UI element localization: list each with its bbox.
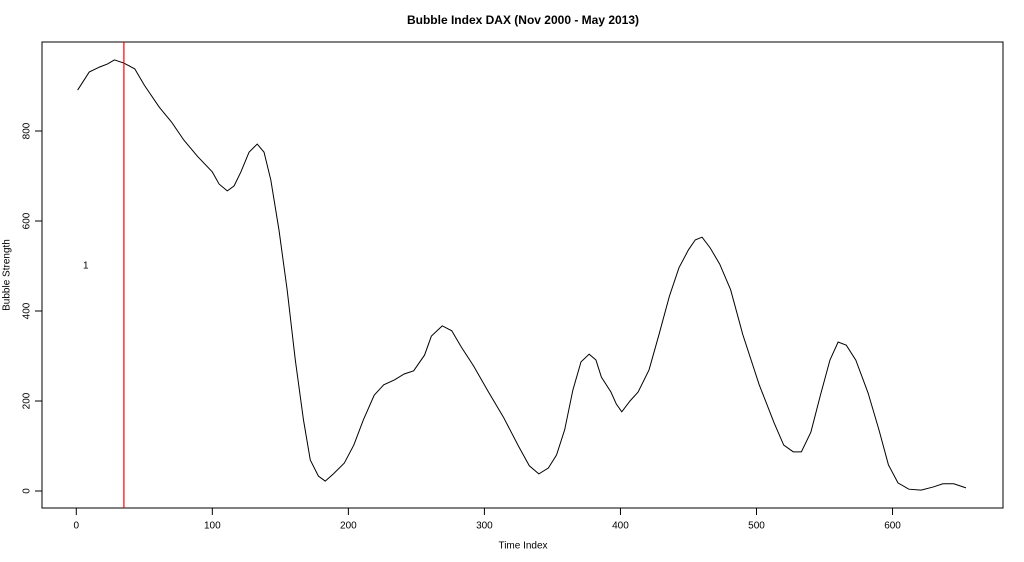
plot-frame xyxy=(41,41,1004,509)
x-tick-label: 400 xyxy=(612,521,629,532)
y-tick-label: 600 xyxy=(22,212,33,229)
annotation: 1 xyxy=(83,261,89,272)
y-axis-label: Bubble Strength xyxy=(2,239,13,311)
data-line xyxy=(77,59,967,491)
x-tick-label: 500 xyxy=(748,521,765,532)
x-tick-label: 200 xyxy=(340,521,357,532)
y-tick-label: 400 xyxy=(22,302,33,319)
x-tick-label: 100 xyxy=(204,521,221,532)
x-axis-label: Time Index xyxy=(498,541,547,552)
y-tick-label: 200 xyxy=(22,392,33,409)
y-tick-label: 0 xyxy=(22,488,33,494)
y-tick-label: 800 xyxy=(22,122,33,139)
x-tick-label: 0 xyxy=(74,521,80,532)
x-tick-label: 600 xyxy=(884,521,901,532)
x-tick-label: 300 xyxy=(476,521,493,532)
chart-title: Bubble Index DAX (Nov 2000 - May 2013) xyxy=(407,13,639,27)
